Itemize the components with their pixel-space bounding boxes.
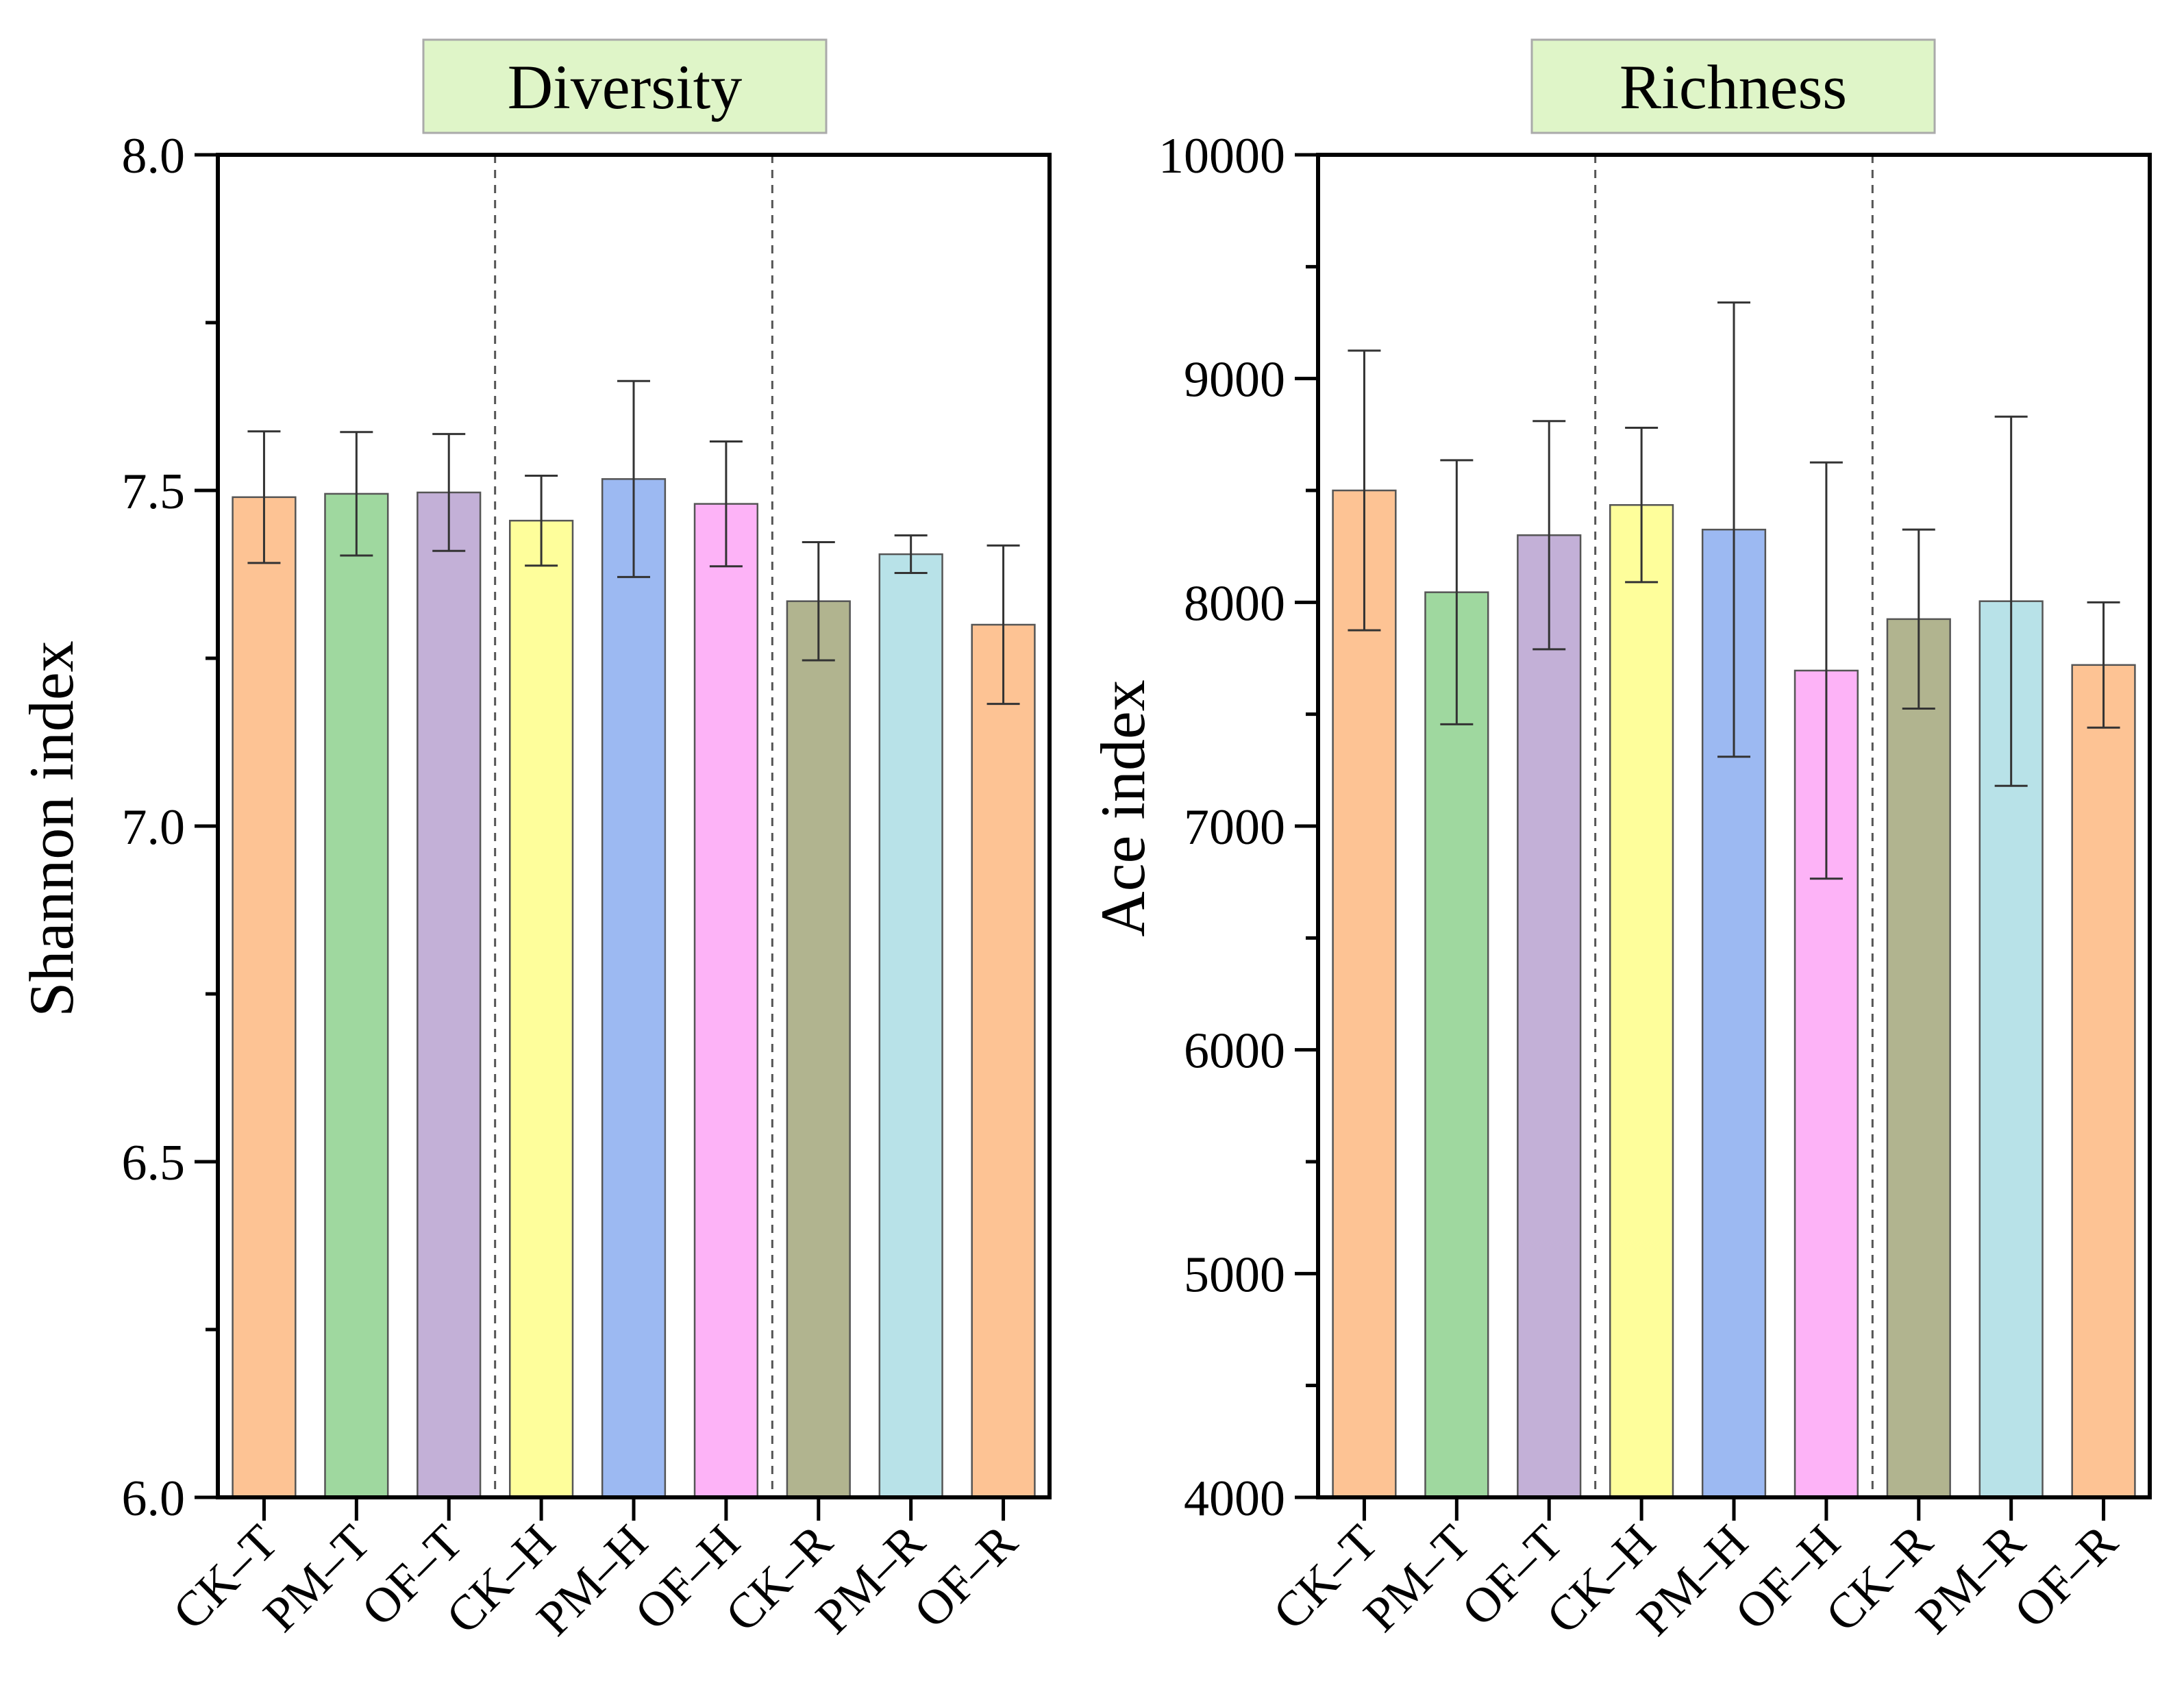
diversity-error-bars bbox=[247, 379, 1020, 706]
bar-1 bbox=[232, 496, 297, 1499]
richness-y-axis: 4000 5000 6000 7000 8000 9000 10000 bbox=[1158, 128, 1318, 1527]
category-label-1: CK–T bbox=[1263, 1514, 1389, 1641]
bar-4 bbox=[508, 519, 574, 1499]
richness-x-axis: CK–TPM–TOF–TCK–HPM–HOF–HCK–RPM–ROF–R bbox=[1263, 1497, 2128, 1646]
category-label-9: OF–R bbox=[2004, 1514, 2128, 1638]
bar-3 bbox=[417, 491, 482, 1499]
y-tick-label-3: 7.0 bbox=[122, 799, 186, 856]
y-tick-label-1: 4000 bbox=[1184, 1471, 1285, 1527]
bar-8 bbox=[878, 553, 943, 1499]
bar-4 bbox=[1609, 503, 1674, 1499]
y-tick-label-2: 6.5 bbox=[122, 1135, 186, 1191]
category-label-8: PM–R bbox=[1905, 1514, 2035, 1645]
diversity-title-box bbox=[422, 38, 828, 134]
diversity-bars bbox=[232, 478, 1036, 1499]
richness-group-separators bbox=[1594, 155, 1874, 1497]
category-label-6: OF–H bbox=[1724, 1514, 1850, 1641]
diversity-y-axis: 6.0 6.5 7.0 7.5 8.0 bbox=[122, 128, 218, 1527]
bar-6 bbox=[693, 503, 759, 1499]
bar-7 bbox=[1886, 618, 1951, 1499]
diversity-x-axis: CK–TPM–TOF–TCK–HPM–HOF–HCK–RPM–ROF–R bbox=[162, 1497, 1028, 1646]
richness-bars bbox=[1332, 489, 2136, 1499]
y-tick-label-7: 10000 bbox=[1158, 128, 1285, 184]
bar-9 bbox=[2071, 664, 2136, 1499]
category-label-8: PM–R bbox=[805, 1514, 935, 1645]
y-tick-label-6: 9000 bbox=[1184, 352, 1285, 408]
bar-2 bbox=[324, 492, 389, 1499]
category-label-9: OF–R bbox=[904, 1514, 1028, 1638]
ace-y-axis-label: Ace index bbox=[1088, 679, 1158, 937]
bar-1 bbox=[1332, 489, 1397, 1499]
category-label-2: PM–T bbox=[253, 1514, 381, 1643]
y-tick-label-2: 5000 bbox=[1184, 1247, 1285, 1303]
bar-2 bbox=[1424, 591, 1489, 1499]
richness-panel: Richness Ace index 4000 5000 6000 7000 8000 9… bbox=[1088, 38, 2152, 1646]
bar-7 bbox=[786, 600, 851, 1499]
y-tick-label-3: 6000 bbox=[1184, 1023, 1285, 1080]
richness-title: Richness bbox=[1620, 52, 1847, 122]
y-tick-label-1: 6.0 bbox=[122, 1471, 186, 1527]
y-tick-label-4: 7.5 bbox=[122, 464, 186, 520]
bar-3 bbox=[1517, 534, 1582, 1499]
richness-error-bars bbox=[1348, 301, 2120, 880]
category-label-6: OF–H bbox=[624, 1514, 750, 1641]
category-label-1: CK–T bbox=[162, 1514, 288, 1641]
bar-5 bbox=[601, 478, 667, 1499]
category-label-2: PM–T bbox=[1353, 1514, 1481, 1643]
y-tick-label-4: 7000 bbox=[1184, 799, 1285, 856]
shannon-y-axis-label: Shannon index bbox=[16, 640, 86, 1017]
diversity-title: Diversity bbox=[508, 52, 742, 122]
y-tick-label-5: 8000 bbox=[1184, 575, 1285, 632]
y-tick-label-5: 8.0 bbox=[122, 128, 186, 184]
richness-title-box bbox=[1530, 38, 1936, 134]
diversity-group-separators bbox=[494, 155, 773, 1497]
diversity-panel: Diversity Shannon index 6.06.57.07.58.0 … bbox=[16, 38, 1052, 1646]
bar-9 bbox=[971, 623, 1036, 1499]
